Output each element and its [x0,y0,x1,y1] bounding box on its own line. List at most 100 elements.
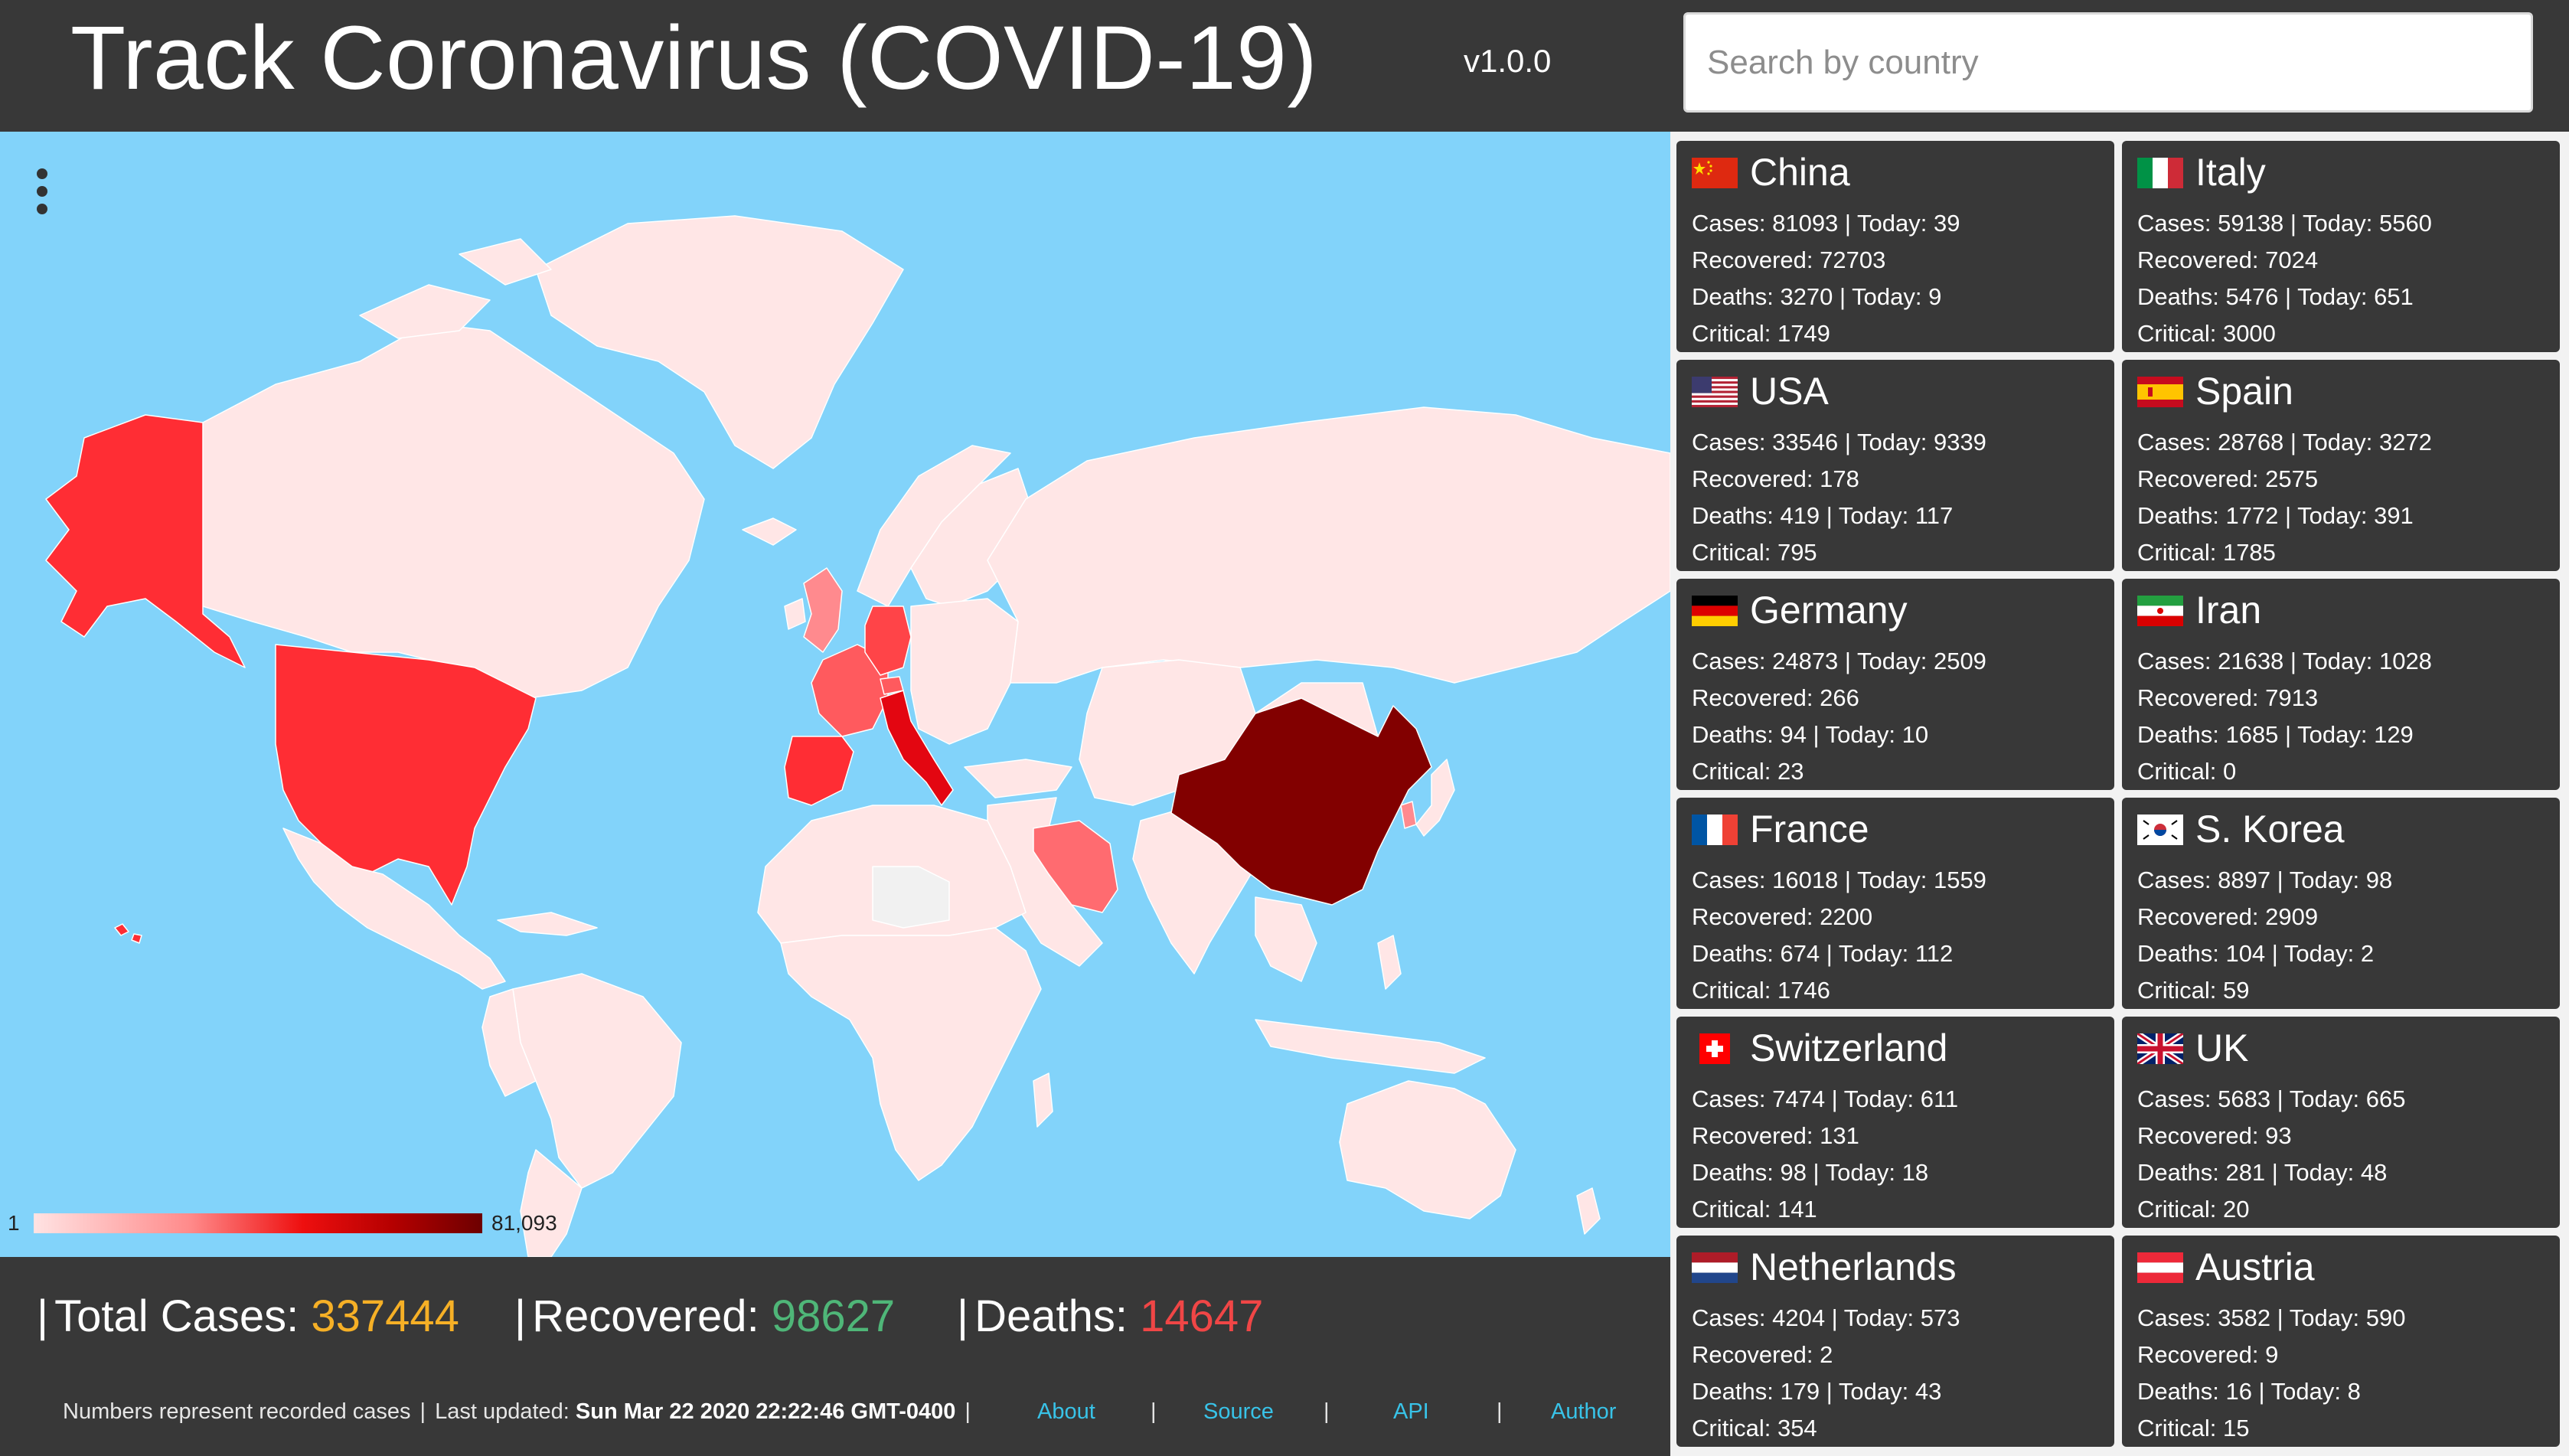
version-label: v1.0.0 [1464,43,1552,79]
country-critical: Critical: 1746 [1692,977,1830,1004]
france-flag-icon [1692,815,1738,845]
api-link[interactable]: API [1393,1399,1429,1424]
footer-info: Numbers represent recorded cases | Last up… [63,1399,971,1424]
country-deaths: Deaths: 104 | Today: 2 [2137,940,2375,967]
search-input[interactable] [1683,12,2533,113]
last-updated-label: Last updated: [435,1399,570,1424]
country-recovered: Recovered: 72703 [1692,246,1886,273]
country-canada [202,322,705,699]
country-africa-sahara [872,866,950,929]
source-link[interactable]: Source [1203,1399,1274,1424]
netherlands-flag-icon [1692,1252,1738,1283]
country-spain [784,736,854,806]
usa-flag-icon [1692,377,1738,407]
country-critical: Critical: 20 [2137,1196,2250,1223]
country-name: Netherlands [1750,1245,1957,1288]
italy-flag-icon [2137,158,2183,188]
country-deaths: Deaths: 5476 | Today: 651 [2137,283,2414,310]
country-name: China [1750,151,1850,194]
country-greenland [535,215,904,469]
country-turkey [964,759,1072,798]
iran-flag-icon [2137,596,2183,626]
country-germany [864,606,912,676]
country-card[interactable]: S. Korea Cases: 8897 | Today: 98 Recovered… [2122,798,2560,1009]
country-cases: Cases: 28768 | Today: 3272 [2137,429,2432,455]
country-africa-south [780,927,1042,1181]
country-name: Germany [1750,589,1908,632]
world-map[interactable]: 1 81,093 [0,132,1670,1257]
footer-note: Numbers represent recorded cases [63,1399,411,1424]
country-japan [1415,759,1455,837]
switzerland-flag-icon [1692,1033,1738,1064]
country-eastern-europe [910,598,1019,745]
country-cases: Cases: 21638 | Today: 1028 [2137,648,2432,674]
country-usa [275,644,537,906]
country-card[interactable]: France Cases: 16018 | Today: 1559 Recovere… [1676,798,2114,1009]
country-critical: Critical: 3000 [2137,320,2276,347]
app-header: Track Coronavirus (COVID-19) v1.0.0 [0,0,2569,132]
country-italy [880,690,954,806]
country-name: S. Korea [2195,808,2345,850]
country-cases: Cases: 59138 | Today: 5560 [2137,210,2432,237]
country-iran [1033,820,1118,913]
country-critical: Critical: 0 [2137,758,2237,785]
country-recovered: Recovered: 7024 [2137,246,2319,273]
country-deaths: Deaths: 94 | Today: 10 [1692,721,1929,748]
country-deaths: Deaths: 1772 | Today: 391 [2137,502,2414,529]
country-south-korea [1400,801,1417,829]
country-card[interactable]: China Cases: 81093 | Today: 39 Recovered: … [1676,141,2114,352]
author-link[interactable]: Author [1551,1399,1617,1424]
country-recovered: Recovered: 131 [1692,1122,1859,1149]
country-cases: Cases: 16018 | Today: 1559 [1692,867,1986,893]
about-link[interactable]: About [1037,1399,1095,1424]
country-card[interactable]: Netherlands Cases: 4204 | Today: 573 Recov… [1676,1236,2114,1447]
country-recovered: Recovered: 7913 [2137,684,2319,711]
country-deaths: Deaths: 674 | Today: 112 [1692,940,1954,967]
country-name: Italy [2195,151,2266,194]
total-cases-value: 337444 [311,1291,459,1341]
country-name: Spain [2195,370,2293,413]
country-card[interactable]: Switzerland Cases: 7474 | Today: 611 Recov… [1676,1017,2114,1228]
country-cases: Cases: 7474 | Today: 611 [1692,1085,1959,1112]
country-cases: Cases: 33546 | Today: 9339 [1692,429,1986,455]
china-flag-icon [1692,158,1738,188]
country-card[interactable]: Austria Cases: 3582 | Today: 590 Recovered… [2122,1236,2560,1447]
country-card[interactable]: Iran Cases: 21638 | Today: 1028 Recovered:… [2122,579,2560,790]
country-critical: Critical: 141 [1692,1196,1817,1223]
country-peru [481,988,537,1097]
recovered-label: Recovered: [532,1291,759,1341]
country-mexico [282,828,506,990]
country-critical: Critical: 59 [2137,977,2250,1004]
country-name: France [1750,808,1869,850]
stats-bar: | Total Cases: 337444 | Recovered: 98627 |… [0,1257,1670,1456]
country-name: Austria [2195,1245,2315,1288]
country-argentina [520,1149,583,1257]
country-deaths: Deaths: 179 | Today: 43 [1692,1378,1942,1405]
country-card[interactable]: Germany Cases: 24873 | Today: 2509 Recover… [1676,579,2114,790]
country-cases: Cases: 81093 | Today: 39 [1692,210,1960,237]
country-ireland [784,598,806,630]
country-card[interactable]: Spain Cases: 28768 | Today: 3272 Recovered… [2122,360,2560,571]
deaths-stat: | Deaths: 14647 [957,1291,1264,1341]
country-critical: Critical: 354 [1692,1415,1817,1441]
country-critical: Critical: 15 [2137,1415,2250,1441]
country-recovered: Recovered: 178 [1692,465,1859,492]
country-list[interactable]: China Cases: 81093 | Today: 39 Recovered: … [1670,132,2569,1456]
page-title: Track Coronavirus (COVID-19) [70,8,1318,109]
country-card[interactable]: USA Cases: 33546 | Today: 9339 Recovered: … [1676,360,2114,571]
south-korea-flag-icon [2137,815,2183,845]
country-russia [987,406,1670,684]
country-cases: Cases: 3582 | Today: 590 [2137,1304,2406,1331]
country-critical: Critical: 1749 [1692,320,1830,347]
country-recovered: Recovered: 2 [1692,1341,1833,1368]
country-card[interactable]: UK Cases: 5683 | Today: 665 Recovered: 93 D… [2122,1017,2560,1228]
country-cases: Cases: 8897 | Today: 98 [2137,867,2393,893]
more-vert-icon[interactable] [35,168,49,214]
country-card[interactable]: Italy Cases: 59138 | Today: 5560 Recovered… [2122,141,2560,352]
spain-flag-icon [2137,377,2183,407]
country-alaska [45,414,246,668]
last-updated-value: Sun Mar 22 2020 22:22:46 GMT-0400 [575,1399,956,1424]
total-cases-label: Total Cases: [54,1291,299,1341]
country-madagascar [1033,1072,1053,1128]
country-recovered: Recovered: 2200 [1692,903,1873,930]
